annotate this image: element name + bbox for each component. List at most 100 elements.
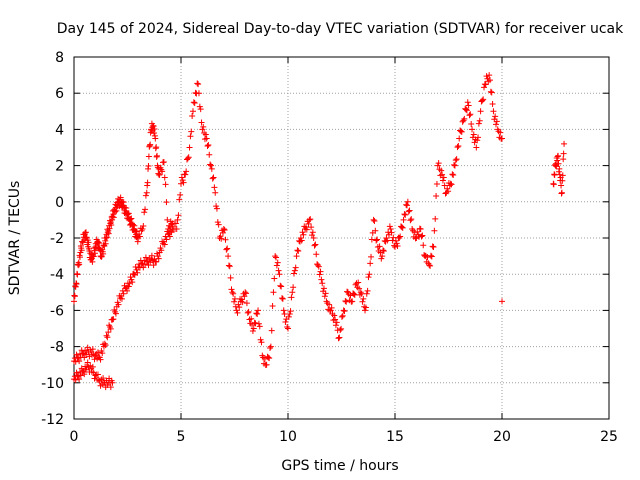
data-point	[154, 253, 161, 260]
data-point	[76, 376, 83, 383]
data-point	[89, 346, 96, 353]
data-point	[376, 243, 383, 250]
data-point	[493, 118, 500, 125]
data-point	[404, 198, 411, 205]
data-point	[99, 350, 106, 357]
data-point	[341, 308, 348, 315]
data-point	[364, 287, 371, 294]
data-point	[190, 99, 197, 106]
data-point	[71, 293, 78, 300]
data-point	[107, 325, 114, 332]
data-point	[102, 342, 109, 349]
data-point	[378, 255, 385, 262]
data-point	[153, 144, 160, 151]
data-point	[110, 316, 117, 323]
data-point	[359, 298, 366, 305]
data-point	[74, 271, 81, 278]
data-point	[130, 271, 137, 278]
data-point	[398, 224, 405, 231]
data-point	[143, 189, 150, 196]
data-point	[271, 275, 278, 282]
data-point	[480, 96, 487, 103]
data-point	[388, 229, 395, 236]
data-point	[224, 245, 231, 252]
data-point	[449, 171, 456, 178]
data-point	[320, 285, 327, 292]
data-point	[161, 241, 168, 248]
data-point	[550, 181, 557, 188]
data-point	[349, 298, 356, 305]
data-point	[141, 209, 148, 216]
data-point	[209, 175, 216, 182]
data-point	[293, 253, 300, 260]
data-point	[454, 144, 461, 151]
data-point	[218, 235, 225, 242]
data-point	[298, 237, 305, 244]
data-point	[107, 384, 114, 391]
data-point	[148, 252, 155, 259]
data-point	[561, 140, 568, 147]
data-point	[426, 262, 433, 269]
data-point	[483, 73, 490, 80]
data-point	[486, 72, 493, 79]
data-point	[327, 307, 334, 314]
y-tick-label: 8	[55, 50, 64, 66]
data-point	[396, 235, 403, 241]
data-point	[105, 329, 112, 336]
data-point	[140, 223, 147, 230]
data-point	[295, 248, 302, 255]
data-point	[556, 171, 563, 178]
data-point	[76, 358, 83, 365]
data-point	[274, 259, 281, 266]
data-point	[182, 171, 189, 178]
data-point	[265, 354, 272, 361]
data-point	[407, 217, 414, 224]
data-point	[273, 262, 280, 269]
data-point	[180, 179, 187, 186]
chart-title: Day 145 of 2024, Sidereal Day-to-day VTE…	[57, 21, 624, 37]
data-point	[220, 225, 227, 232]
data-point	[86, 353, 93, 360]
data-point	[77, 372, 84, 379]
data-point	[451, 162, 458, 169]
data-point	[439, 177, 446, 184]
data-point	[371, 217, 378, 224]
data-point	[402, 211, 409, 218]
data-point	[120, 290, 127, 297]
data-point	[245, 308, 252, 315]
data-point	[282, 318, 289, 325]
data-point	[199, 126, 206, 133]
data-point	[202, 131, 209, 138]
data-point	[314, 262, 321, 269]
data-point	[207, 162, 214, 169]
data-point	[195, 81, 202, 88]
data-point	[336, 334, 343, 341]
data-point	[258, 339, 265, 346]
data-point	[342, 297, 349, 304]
data-point	[556, 165, 563, 172]
data-point	[243, 290, 250, 297]
data-point	[452, 157, 459, 164]
data-point	[290, 284, 297, 291]
data-point	[136, 231, 143, 238]
data-point	[316, 271, 323, 278]
data-point	[163, 199, 170, 206]
data-point	[315, 263, 322, 270]
data-point	[81, 371, 88, 378]
x-axis-label: GPS time / hours	[281, 458, 398, 474]
data-point	[370, 216, 377, 223]
data-point	[477, 108, 484, 115]
data-point	[310, 235, 317, 241]
data-point	[174, 216, 181, 223]
data-point	[96, 240, 103, 247]
y-tick-label: -4	[50, 267, 64, 283]
data-point	[227, 274, 234, 281]
data-point	[223, 246, 230, 253]
data-point	[82, 229, 89, 236]
data-point	[142, 254, 149, 261]
data-point	[126, 280, 133, 287]
data-point	[285, 325, 291, 332]
data-point	[94, 371, 101, 378]
data-point	[244, 309, 251, 316]
